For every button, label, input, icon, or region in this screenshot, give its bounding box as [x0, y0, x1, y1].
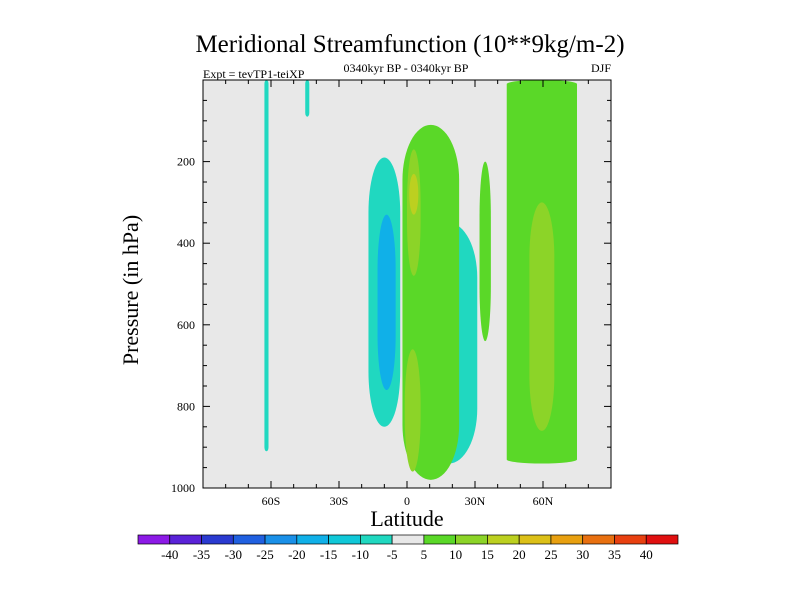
y-tick-label: 800: [177, 399, 195, 413]
x-tick-label: 60N: [533, 494, 554, 508]
colorbar-box: [550, 534, 584, 545]
season-label: DJF: [591, 61, 611, 75]
x-tick-label: 30S: [330, 494, 349, 508]
colorbar-box: [614, 534, 647, 545]
y-tick-label: 600: [177, 318, 195, 332]
colorbar-label: -20: [288, 547, 305, 562]
colorbar-label: -40: [161, 547, 178, 562]
x-tick-label: 0: [404, 494, 410, 508]
colorbar-label: -10: [352, 547, 369, 562]
colorbar-label: 40: [640, 547, 653, 562]
chart-title: Meridional Streamfunction (10**9kg/m-2): [195, 31, 624, 58]
contour-region-2: [305, 80, 310, 117]
colorbar-box: [328, 534, 361, 545]
colorbar-box: [487, 534, 520, 545]
contour-region-13: [529, 202, 555, 431]
contour-region-4: [377, 214, 396, 391]
colorbar-label: 30: [576, 547, 589, 562]
contour-regions: [264, 80, 577, 480]
colorbar-label: -35: [193, 547, 210, 562]
colorbar-box: [169, 534, 202, 545]
colorbar-label: 15: [481, 547, 494, 562]
x-axis: 60S 30S 0 30N 60N: [202, 80, 612, 508]
colorbar-box: [391, 534, 425, 545]
colorbar-label: -15: [320, 547, 337, 562]
contour-region-11: [479, 161, 491, 342]
y-tick-label: 200: [177, 155, 195, 169]
colorbar-label: -5: [387, 547, 398, 562]
colorbar-box: [296, 534, 329, 545]
colorbar-box: [455, 534, 488, 545]
colorbar-box: [264, 534, 298, 545]
colorbar: -40 -35 -30 -25 -20 -15 -10 -5 5 10 15 20 25 30 35 40: [137, 534, 679, 562]
contour-region-1: [264, 80, 269, 452]
colorbar-box: [582, 534, 615, 545]
contour-region-9: [409, 173, 419, 215]
contour-region-10: [404, 349, 421, 472]
colorbar-label: 10: [449, 547, 462, 562]
colorbar-box: [201, 534, 234, 545]
colorbar-label: 25: [544, 547, 557, 562]
x-tick-label: 30N: [465, 494, 486, 508]
chart-subtitle: 0340kyr BP - 0340kyr BP: [344, 61, 469, 75]
y-tick-label: 400: [177, 236, 195, 250]
experiment-label: Expt = tevTP1-teiXP: [203, 67, 305, 81]
colorbar-label: 35: [608, 547, 621, 562]
colorbar-box: [360, 534, 393, 545]
x-tick-label: 60S: [262, 494, 281, 508]
y-axis-label: Pressure (in hPa): [118, 215, 143, 365]
x-axis-label: Latitude: [370, 506, 443, 531]
colorbar-label: 20: [513, 547, 526, 562]
y-axis: 200 400 600 800 1000: [171, 79, 611, 495]
y-tick-label: 1000: [171, 481, 195, 495]
colorbar-label: 5: [421, 547, 428, 562]
colorbar-box: [232, 534, 266, 545]
colorbar-box: [423, 534, 456, 545]
colorbar-label: -25: [256, 547, 273, 562]
colorbar-box: [518, 534, 552, 545]
colorbar-box: [645, 534, 679, 545]
colorbar-box: [137, 534, 171, 545]
colorbar-label: -30: [225, 547, 242, 562]
